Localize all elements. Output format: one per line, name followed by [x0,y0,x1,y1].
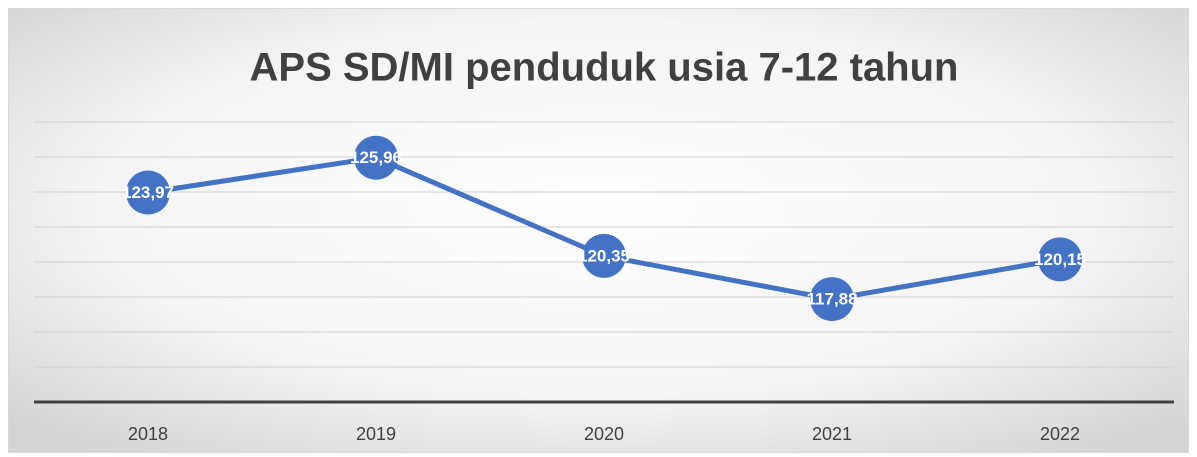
marker [810,277,854,322]
data-label: 123,97 [122,183,174,202]
x-tick-label: 2022 [1040,424,1080,444]
marker [354,135,398,180]
data-label: 120,35 [578,246,630,265]
data-label: 125,96 [350,148,402,167]
marker [582,233,626,278]
data-label: 120,15 [1034,250,1086,269]
x-tick-label: 2021 [812,424,852,444]
x-tick-label: 2018 [128,424,168,444]
chart-area [8,8,1189,453]
chart-title: APS SD/MI penduduk usia 7-12 tahun [250,46,959,90]
x-tick-label: 2019 [356,424,396,444]
x-tick-label: 2020 [584,424,624,444]
data-label: 117,88 [806,290,857,309]
marker [1038,237,1082,282]
marker [126,170,170,215]
